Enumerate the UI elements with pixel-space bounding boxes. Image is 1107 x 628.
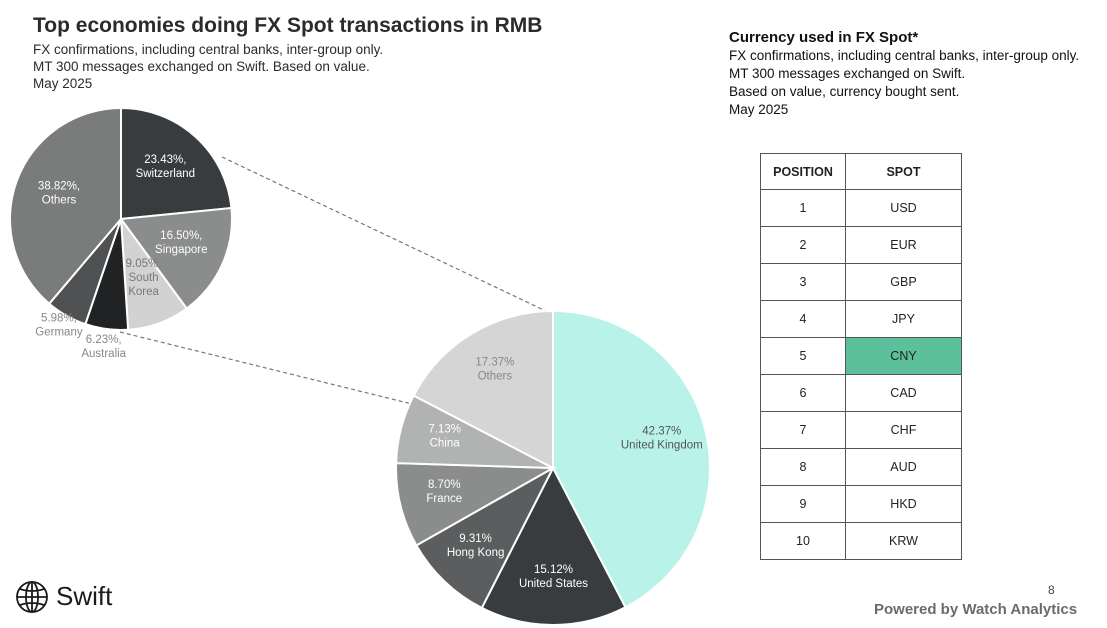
table-row: 6 CAD [760, 374, 962, 412]
table-row: 9 HKD [760, 485, 962, 523]
main-pie-slice-france [395, 462, 557, 547]
currency-title: Currency used in FX Spot* [729, 29, 919, 46]
small-pie-label-south-korea: 9.05%, South Korea [126, 258, 162, 298]
currency-cell: JPY [845, 300, 962, 338]
main-pie-label-united-states: 15.12% United States [519, 564, 588, 590]
page-number: 8 [1048, 583, 1055, 597]
small-pie-slice-switzerland [120, 106, 233, 221]
table-row: 4 JPY [760, 300, 962, 338]
main-pie-slice-others [412, 309, 554, 470]
position-cell: 2 [760, 226, 846, 264]
main-pie-slice-hong-kong [415, 465, 556, 610]
currency-cell: USD [845, 189, 962, 227]
currency-subtitle-line-3: Based on value, currency bought sent. [729, 84, 960, 99]
small-pie-label-singapore: 16.50%, Singapore [155, 230, 207, 256]
currency-cell: CHF [845, 411, 962, 449]
main-pie-label-united-kingdom: 42.37% United Kingdom [621, 425, 703, 451]
currency-subtitle-line-1: FX confirmations, including central bank… [729, 48, 1080, 63]
table-row: 2 EUR [760, 226, 962, 264]
main-pie-label-others: 17.37% Others [475, 356, 514, 382]
position-cell: 9 [760, 485, 846, 523]
others-breakdown-pie: 23.43%, Switzerland 16.50%, Singapore9.05%,… [9, 106, 233, 360]
position-cell: 10 [760, 522, 846, 560]
small-pie-label-others: 38.82%, Others [38, 180, 80, 206]
main-pie-label-france: 8.70% France [426, 479, 462, 505]
position-cell: 5 [760, 337, 846, 375]
main-pie-label-hong-kong: 9.31% Hong Kong [447, 533, 505, 559]
position-cell: 7 [760, 411, 846, 449]
connector-line-bottom [119, 331, 413, 405]
powered-by-label: Powered by Watch Analytics [874, 601, 1078, 618]
currency-cell: KRW [845, 522, 962, 560]
chart-subtitle-line-1: FX confirmations, including central bank… [33, 42, 384, 57]
swift-globe-icon [16, 581, 48, 613]
small-pie-label-germany: 5.98%, Germany [35, 313, 83, 339]
spot-header: SPOT [845, 153, 962, 190]
main-pie-slice-united-kingdom [552, 309, 711, 609]
main-pie-slice-united-states [480, 465, 627, 626]
currency-cell: GBP [845, 263, 962, 301]
currency-subtitle-line-2: MT 300 messages exchanged on Swift. [729, 66, 966, 81]
position-cell: 6 [760, 374, 846, 412]
table-row: 8 AUD [760, 448, 962, 486]
currency-cell: EUR [845, 226, 962, 264]
position-cell: 1 [760, 189, 846, 227]
chart-subtitle-line-2: MT 300 messages exchanged on Swift. Base… [33, 59, 370, 74]
position-header: POSITION [760, 153, 846, 190]
position-cell: 4 [760, 300, 846, 338]
position-cell: 8 [760, 448, 846, 486]
small-pie-slice-singapore [119, 206, 233, 310]
chart-subtitle-line-3: May 2025 [33, 76, 93, 91]
position-cell: 3 [760, 263, 846, 301]
table-row: 7 CHF [760, 411, 962, 449]
table-row-highlighted: 5 CNY [760, 337, 962, 375]
currency-cell-highlighted: CNY [845, 337, 962, 375]
swift-logo-text: Swift [56, 581, 113, 611]
table-row: 1 USD [760, 189, 962, 227]
currency-cell: HKD [845, 485, 962, 523]
currency-cell: CAD [845, 374, 962, 412]
main-pie: 42.37% United Kingdom 15.12% United States 9… [395, 309, 711, 626]
currency-subtitle-line-4: May 2025 [729, 102, 789, 117]
table-row: 10 KRW [760, 522, 962, 560]
currency-cell: AUD [845, 448, 962, 486]
connector-line-top [221, 156, 553, 315]
small-pie-slice-others [9, 106, 122, 306]
currency-ranking-table: POSITION SPOT 1 USD 2 EUR 3 GBP 4 JPY 5 CNY 6… [760, 153, 962, 560]
small-pie-label-switzerland: 23.43%, Switzerland [136, 154, 195, 180]
chart-title: Top economies doing FX Spot transactions… [33, 14, 543, 37]
small-pie-label-australia: 6.23%, Australia [81, 334, 126, 360]
table-header-row: POSITION SPOT [760, 153, 962, 190]
main-pie-label-china: 7.13% China [428, 424, 461, 450]
table-row: 3 GBP [760, 263, 962, 301]
